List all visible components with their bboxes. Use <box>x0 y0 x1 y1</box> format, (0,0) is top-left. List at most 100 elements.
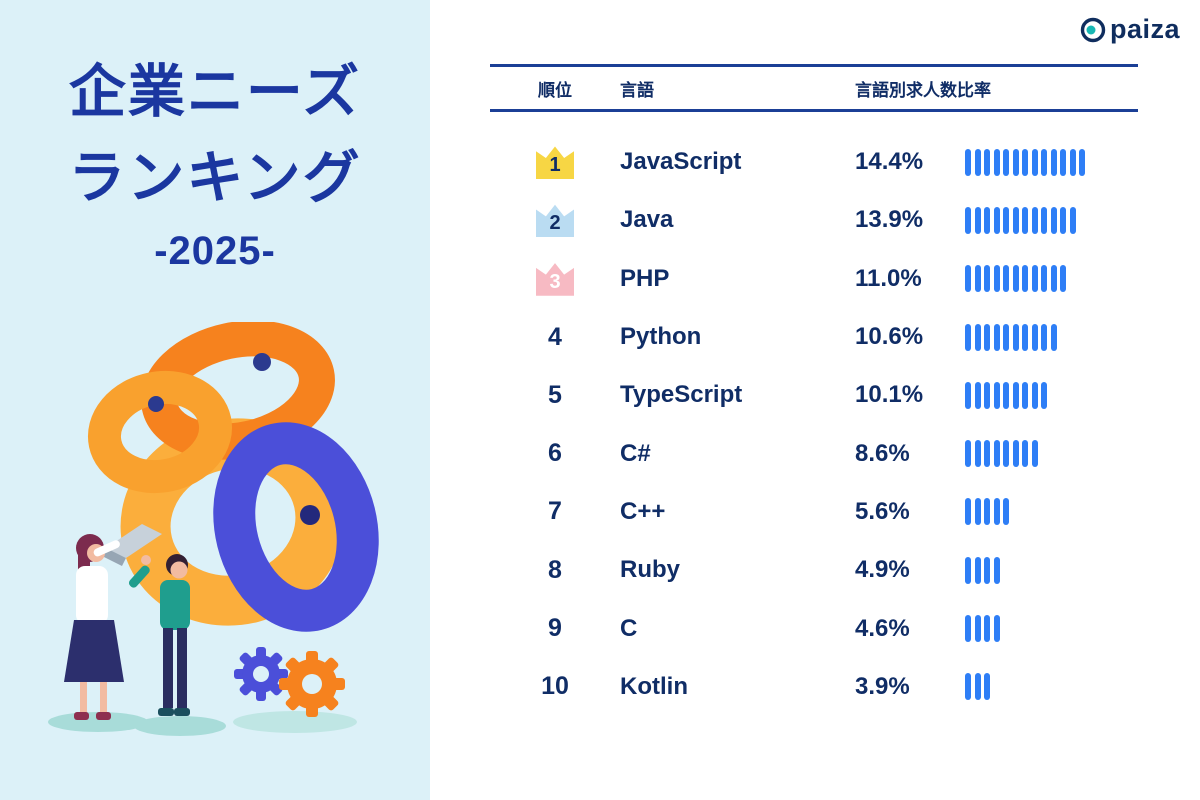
table-row: 7 C++ 5.6% <box>490 483 1138 541</box>
bar-segment <box>1069 148 1076 176</box>
language-label: JavaScript <box>620 148 742 176</box>
bar-segment <box>1031 323 1038 351</box>
bar-segment <box>1012 323 1019 351</box>
ratio-value: 14.4% <box>855 148 924 176</box>
header-language: 言語 <box>620 80 654 100</box>
bar-track <box>965 323 1138 351</box>
bar-segment <box>984 440 990 468</box>
title-line-2: ランキング <box>68 145 362 210</box>
ratio-value: 3.9% <box>855 672 910 700</box>
person-woman <box>64 524 162 720</box>
ratio-value: 4.6% <box>855 614 910 642</box>
bar-segment <box>965 381 971 409</box>
bar-segment <box>1022 265 1028 293</box>
ranking-table: 順位 言語 言語別求人数比率 1 JavaScript 14.4% 2 <box>490 64 1138 716</box>
ratio-value: 4.9% <box>855 556 910 584</box>
ratio-value: 10.6% <box>855 323 924 351</box>
language-label: C# <box>620 439 651 467</box>
bar-segment <box>974 615 981 643</box>
bar-segment <box>1003 440 1009 468</box>
paiza-logo-icon <box>1080 17 1106 42</box>
bar-segment <box>974 556 981 584</box>
header-rank: 順位 <box>538 80 572 100</box>
bar-segment <box>1022 206 1028 234</box>
bar-segment <box>993 206 1000 234</box>
rank-number: 8 <box>548 555 562 584</box>
bar-segment <box>974 323 981 351</box>
bar-segment <box>984 206 990 234</box>
table-row: 5 TypeScript 10.1% <box>490 366 1138 424</box>
bar-segment <box>984 323 990 351</box>
rank-cell: 10 <box>490 672 620 701</box>
bar-segment <box>1012 265 1019 293</box>
page-title: 企業ニーズ ランキング -2025- <box>0 0 430 274</box>
bar-segment <box>1031 206 1038 234</box>
bar-segment <box>1050 323 1057 351</box>
bar-segment <box>1022 148 1028 176</box>
bar-segment <box>1003 323 1009 351</box>
bar-segment <box>965 556 971 584</box>
bar-segment <box>1003 498 1009 526</box>
paiza-logo-text: paiza <box>1109 14 1180 44</box>
bar-segment <box>993 440 1000 468</box>
bar-track <box>965 381 1138 409</box>
bar-segment <box>984 148 990 176</box>
language-label: Kotlin <box>620 672 688 700</box>
bar-segment <box>1050 206 1057 234</box>
bar-segment <box>1060 265 1066 293</box>
bar-segment <box>1012 440 1019 468</box>
ratio-value: 5.6% <box>855 497 910 525</box>
ratio-value: 10.1% <box>855 381 924 409</box>
bar-segment <box>1060 206 1066 234</box>
bar-track <box>965 265 1138 293</box>
rank-cell: 2 <box>490 203 620 238</box>
bar-track <box>965 556 1138 584</box>
bar-track <box>965 498 1138 526</box>
bar-track <box>965 148 1138 176</box>
bar-segment <box>1012 206 1019 234</box>
bar-track <box>965 206 1138 234</box>
illustration <box>48 322 379 736</box>
bar-segment <box>984 673 990 701</box>
bar-segment <box>974 148 981 176</box>
bar-segment <box>974 206 981 234</box>
gear-blue <box>234 647 288 701</box>
language-label: TypeScript <box>620 381 743 409</box>
rank-cell: 5 <box>490 381 620 410</box>
bar-segment <box>984 381 990 409</box>
right-panel: paiza 順位 言語 言語別求人数比率 1 JavaScript 14.4% <box>430 0 1200 800</box>
rank-cell: 3 <box>490 262 620 296</box>
bar-segment <box>965 440 971 468</box>
bar-segment <box>965 323 971 351</box>
bar-segment <box>993 323 1000 351</box>
table-row: 9 C 4.6% <box>490 599 1138 657</box>
bar-segment <box>993 556 1000 584</box>
bar-segment <box>1031 148 1038 176</box>
rank-number: 10 <box>541 672 569 701</box>
ratio-value: 11.0% <box>855 264 922 292</box>
rank-number: 9 <box>548 614 562 643</box>
rank-crown-badge: 1 <box>536 146 574 180</box>
table-row: 2 Java 13.9% <box>490 191 1138 249</box>
bar-segment <box>993 381 1000 409</box>
bar-segment <box>1031 440 1038 468</box>
bar-segment <box>1031 265 1038 293</box>
rank-number: 4 <box>548 322 562 351</box>
left-panel: 企業ニーズ ランキング -2025- <box>0 0 430 800</box>
bar-segment <box>984 498 990 526</box>
table-row: 10 Kotlin 3.9% <box>490 658 1138 716</box>
rank-crown-badge: 3 <box>536 263 574 296</box>
bar-segment <box>965 498 971 526</box>
language-label: Java <box>620 206 674 234</box>
bar-segment <box>1050 148 1057 176</box>
bar-segment <box>965 148 971 176</box>
title-line-1: 企業ニーズ <box>68 60 362 124</box>
bar-segment <box>993 498 1000 526</box>
language-label: C++ <box>620 497 666 525</box>
rank-number: 6 <box>548 439 562 468</box>
paiza-logo: paiza <box>1080 14 1180 45</box>
bar-segment <box>1022 323 1028 351</box>
bar-segment <box>965 673 971 701</box>
bar-segment <box>1022 440 1028 468</box>
bar-segment <box>1041 148 1047 176</box>
